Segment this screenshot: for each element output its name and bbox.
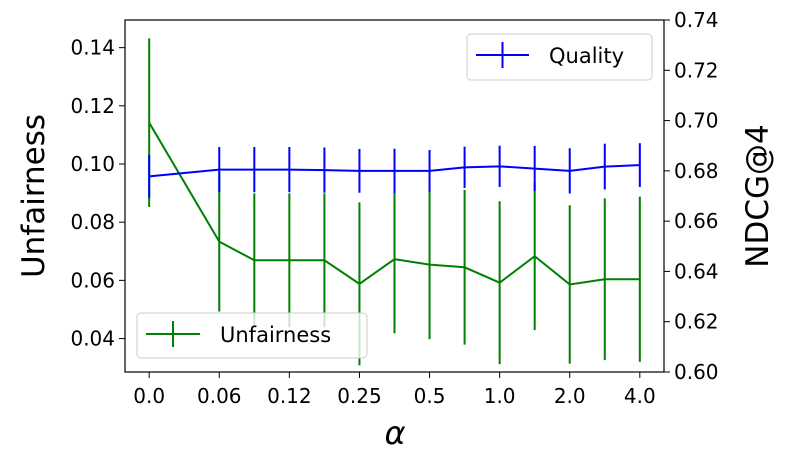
x-tick-label: 0.25 bbox=[337, 384, 382, 408]
legend-unfairness-label: Unfairness bbox=[220, 323, 331, 347]
x-tick-label: 1.0 bbox=[484, 384, 516, 408]
y-tick-label-right: 0.74 bbox=[674, 8, 719, 32]
y-tick-label-right: 0.66 bbox=[674, 209, 719, 233]
y-tick-label-right: 0.68 bbox=[674, 159, 719, 183]
x-tick-label: 4.0 bbox=[624, 384, 656, 408]
y-axis-label-right: NDCG@4 bbox=[740, 124, 776, 267]
y-tick-label-left: 0.10 bbox=[70, 152, 115, 176]
y-tick-label-right: 0.62 bbox=[674, 310, 719, 334]
y-tick-label-left: 0.06 bbox=[70, 268, 115, 292]
legend-quality: Quality bbox=[466, 33, 653, 81]
y-tick-label-left: 0.14 bbox=[70, 36, 115, 60]
x-tick-label: 0.12 bbox=[267, 384, 312, 408]
y-tick-label-right: 0.64 bbox=[674, 259, 719, 283]
y-tick-label-left: 0.04 bbox=[70, 327, 115, 351]
y-tick-label-left: 0.08 bbox=[70, 210, 115, 234]
y-tick-label-right: 0.72 bbox=[674, 58, 719, 82]
unfairness-line bbox=[148, 122, 640, 286]
series-quality bbox=[148, 143, 641, 198]
y-tick-label-left: 0.12 bbox=[70, 94, 115, 118]
y-tick-label-right: 0.60 bbox=[674, 360, 719, 384]
x-tick-label: 0.06 bbox=[197, 384, 242, 408]
x-tick-label: 0.5 bbox=[414, 384, 446, 408]
quality-line bbox=[149, 164, 640, 178]
plot-frame bbox=[124, 19, 665, 373]
x-tick-label: 2.0 bbox=[554, 384, 586, 408]
y-axis-label-left: Unfairness bbox=[16, 114, 52, 278]
x-axis-label: α bbox=[384, 414, 405, 452]
y-tick-label-right: 0.70 bbox=[674, 109, 719, 133]
x-tick-label: 0.0 bbox=[133, 384, 165, 408]
legend-quality-label: Quality bbox=[549, 44, 624, 68]
legend-quality-box bbox=[466, 33, 653, 81]
legend-unfairness-box bbox=[136, 312, 368, 359]
legend-unfairness: Unfairness bbox=[136, 312, 368, 359]
